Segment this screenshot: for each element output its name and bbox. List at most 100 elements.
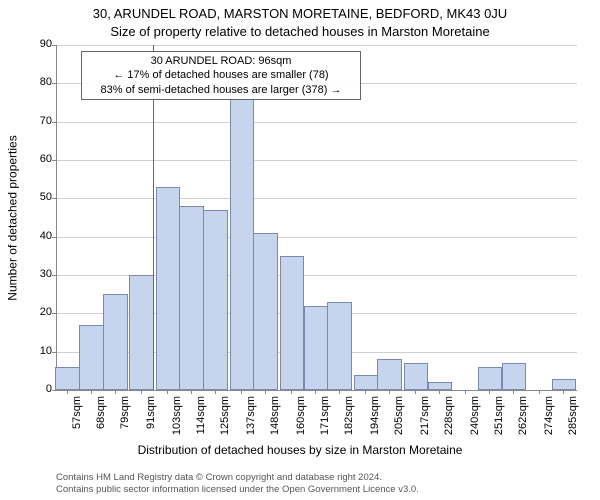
x-tick-mark bbox=[539, 390, 540, 394]
histogram-bar bbox=[103, 294, 128, 390]
x-tick-label: 103sqm bbox=[171, 396, 183, 444]
histogram-bar bbox=[230, 91, 255, 390]
y-tick-mark bbox=[52, 83, 56, 84]
y-tick-mark bbox=[52, 390, 56, 391]
x-tick-mark bbox=[339, 390, 340, 394]
y-tick-label: 90 bbox=[22, 38, 52, 50]
annotation-line: 83% of semi-detached houses are larger (… bbox=[88, 83, 354, 97]
x-tick-label: 240sqm bbox=[469, 396, 481, 444]
histogram-bar bbox=[552, 379, 577, 391]
x-tick-mark bbox=[365, 390, 366, 394]
footer-line1: Contains HM Land Registry data © Crown c… bbox=[56, 472, 576, 484]
x-tick-label: 137sqm bbox=[245, 396, 257, 444]
x-tick-label: 262sqm bbox=[517, 396, 529, 444]
x-tick-mark bbox=[465, 390, 466, 394]
histogram-bar bbox=[179, 206, 204, 390]
x-tick-mark bbox=[67, 390, 68, 394]
y-tick-mark bbox=[52, 160, 56, 161]
histogram-bar bbox=[280, 256, 305, 390]
histogram-bar bbox=[55, 367, 80, 390]
x-tick-label: 274sqm bbox=[543, 396, 555, 444]
gridline bbox=[57, 45, 577, 46]
histogram-bar bbox=[327, 302, 352, 390]
x-tick-mark bbox=[415, 390, 416, 394]
histogram-bar bbox=[377, 359, 402, 390]
gridline bbox=[57, 160, 577, 161]
x-tick-mark bbox=[291, 390, 292, 394]
histogram-bar bbox=[304, 306, 329, 390]
x-tick-mark bbox=[489, 390, 490, 394]
y-tick-mark bbox=[52, 275, 56, 276]
annotation-box: 30 ARUNDEL ROAD: 96sqm← 17% of detached … bbox=[81, 51, 361, 100]
chart-title-main: 30, ARUNDEL ROAD, MARSTON MORETAINE, BED… bbox=[0, 6, 600, 21]
y-axis-label: Number of detached properties bbox=[6, 135, 20, 300]
x-tick-mark bbox=[265, 390, 266, 394]
histogram-bar bbox=[404, 363, 429, 390]
y-tick-mark bbox=[52, 352, 56, 353]
y-tick-mark bbox=[52, 122, 56, 123]
x-tick-mark bbox=[91, 390, 92, 394]
y-tick-label: 70 bbox=[22, 115, 52, 127]
x-tick-mark bbox=[115, 390, 116, 394]
x-tick-label: 125sqm bbox=[219, 396, 231, 444]
y-tick-label: 40 bbox=[22, 230, 52, 242]
x-tick-label: 79sqm bbox=[119, 396, 131, 444]
histogram-bar bbox=[478, 367, 503, 390]
x-tick-label: 171sqm bbox=[319, 396, 331, 444]
histogram-bar bbox=[428, 382, 453, 390]
gridline bbox=[57, 198, 577, 199]
x-tick-label: 285sqm bbox=[567, 396, 579, 444]
y-tick-label: 20 bbox=[22, 306, 52, 318]
histogram-bar bbox=[502, 363, 527, 390]
y-tick-label: 80 bbox=[22, 76, 52, 88]
y-tick-label: 10 bbox=[22, 345, 52, 357]
x-tick-label: 251sqm bbox=[493, 396, 505, 444]
x-axis-label: Distribution of detached houses by size … bbox=[0, 443, 600, 457]
x-tick-mark bbox=[191, 390, 192, 394]
footer-line2: Contains public sector information licen… bbox=[56, 484, 576, 496]
x-tick-label: 182sqm bbox=[343, 396, 355, 444]
histogram-bar bbox=[354, 375, 379, 390]
x-tick-label: 114sqm bbox=[195, 396, 207, 444]
y-tick-mark bbox=[52, 237, 56, 238]
x-tick-label: 160sqm bbox=[295, 396, 307, 444]
gridline bbox=[57, 237, 577, 238]
y-tick-mark bbox=[52, 313, 56, 314]
y-tick-label: 50 bbox=[22, 191, 52, 203]
chart-title-sub: Size of property relative to detached ho… bbox=[0, 24, 600, 39]
y-tick-label: 30 bbox=[22, 268, 52, 280]
histogram-bar bbox=[203, 210, 228, 390]
x-tick-label: 91sqm bbox=[145, 396, 157, 444]
x-tick-label: 57sqm bbox=[71, 396, 83, 444]
x-tick-label: 205sqm bbox=[393, 396, 405, 444]
annotation-line: ← 17% of detached houses are smaller (78… bbox=[88, 68, 354, 82]
x-tick-label: 217sqm bbox=[419, 396, 431, 444]
annotation-line: 30 ARUNDEL ROAD: 96sqm bbox=[88, 54, 354, 68]
x-tick-label: 68sqm bbox=[95, 396, 107, 444]
x-tick-label: 148sqm bbox=[269, 396, 281, 444]
x-tick-mark bbox=[389, 390, 390, 394]
histogram-bar bbox=[129, 275, 154, 390]
x-tick-mark bbox=[513, 390, 514, 394]
x-tick-mark bbox=[439, 390, 440, 394]
plot-area: 30 ARUNDEL ROAD: 96sqm← 17% of detached … bbox=[56, 45, 577, 391]
y-tick-label: 0 bbox=[22, 383, 52, 395]
histogram-bar bbox=[156, 187, 181, 390]
histogram-bar bbox=[79, 325, 104, 390]
gridline bbox=[57, 122, 577, 123]
y-tick-mark bbox=[52, 45, 56, 46]
x-tick-mark bbox=[563, 390, 564, 394]
chart-container: { "chart": { "type": "histogram", "title… bbox=[0, 0, 600, 500]
y-tick-mark bbox=[52, 198, 56, 199]
x-tick-mark bbox=[215, 390, 216, 394]
x-tick-label: 228sqm bbox=[443, 396, 455, 444]
x-tick-mark bbox=[141, 390, 142, 394]
histogram-bar bbox=[253, 233, 278, 390]
x-tick-label: 194sqm bbox=[369, 396, 381, 444]
x-tick-mark bbox=[315, 390, 316, 394]
footer-attribution: Contains HM Land Registry data © Crown c… bbox=[56, 472, 576, 496]
x-tick-mark bbox=[167, 390, 168, 394]
x-tick-mark bbox=[241, 390, 242, 394]
y-axis-label-wrap: Number of detached properties bbox=[6, 45, 20, 390]
y-tick-label: 60 bbox=[22, 153, 52, 165]
